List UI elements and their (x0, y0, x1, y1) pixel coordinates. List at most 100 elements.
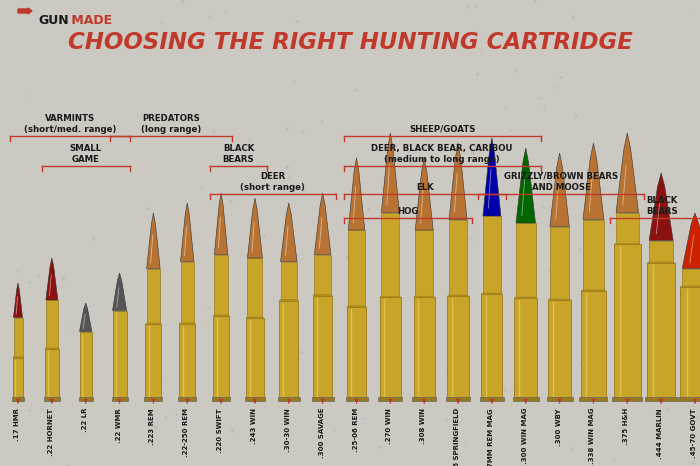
Polygon shape (349, 158, 365, 230)
Polygon shape (382, 133, 399, 212)
FancyBboxPatch shape (550, 226, 569, 300)
FancyBboxPatch shape (46, 300, 58, 349)
Text: .25-06 REM: .25-06 REM (353, 408, 358, 452)
Text: GRIZZLY/BROWN BEARS
AND MOOSE: GRIZZLY/BROWN BEARS AND MOOSE (504, 172, 618, 192)
Polygon shape (179, 323, 195, 324)
FancyBboxPatch shape (678, 397, 700, 401)
FancyBboxPatch shape (614, 244, 640, 398)
Polygon shape (13, 357, 23, 358)
FancyBboxPatch shape (245, 397, 265, 401)
Polygon shape (45, 348, 59, 349)
FancyBboxPatch shape (649, 240, 673, 263)
Polygon shape (616, 133, 638, 212)
Text: BLACK
BEARS: BLACK BEARS (223, 144, 254, 164)
Text: MADE: MADE (67, 14, 112, 27)
FancyBboxPatch shape (314, 254, 331, 295)
Text: PREDATORS
(long range): PREDATORS (long range) (141, 114, 201, 134)
FancyBboxPatch shape (414, 297, 435, 398)
FancyBboxPatch shape (412, 397, 436, 401)
FancyBboxPatch shape (147, 268, 160, 324)
Text: CHOOSING THE RIGHT HUNTING CARTRIDGE: CHOOSING THE RIGHT HUNTING CARTRIDGE (68, 31, 632, 54)
FancyBboxPatch shape (480, 397, 504, 401)
Text: .300 SAVAGE: .300 SAVAGE (318, 408, 325, 459)
FancyBboxPatch shape (482, 294, 503, 398)
Text: HOG: HOG (397, 207, 419, 216)
Polygon shape (380, 296, 401, 297)
FancyArrow shape (18, 8, 32, 14)
Text: DEER, BLACK BEAR, CARIBOU
(medium to long range): DEER, BLACK BEAR, CARIBOU (medium to lon… (372, 144, 513, 164)
FancyBboxPatch shape (516, 223, 536, 298)
Text: .300 WIN MAG: .300 WIN MAG (522, 408, 528, 465)
Polygon shape (46, 258, 58, 300)
FancyBboxPatch shape (12, 397, 24, 401)
Polygon shape (447, 295, 468, 296)
FancyBboxPatch shape (380, 297, 401, 398)
Text: .270 WIN: .270 WIN (386, 408, 392, 444)
FancyBboxPatch shape (144, 397, 162, 401)
Text: BLACK
BEARS: BLACK BEARS (646, 196, 678, 216)
Text: .444 MARLIN: .444 MARLIN (657, 408, 663, 459)
Polygon shape (346, 306, 366, 307)
Text: .300 WBY: .300 WBY (556, 408, 561, 445)
FancyBboxPatch shape (313, 295, 332, 398)
FancyBboxPatch shape (214, 316, 229, 398)
Polygon shape (146, 323, 161, 324)
Text: .338 WIN MAG: .338 WIN MAG (589, 408, 596, 465)
FancyBboxPatch shape (45, 349, 59, 398)
Polygon shape (113, 273, 127, 310)
FancyBboxPatch shape (44, 397, 60, 401)
Text: .375 H&H: .375 H&H (623, 408, 629, 445)
FancyBboxPatch shape (146, 324, 161, 398)
Text: .220 SWIFT: .220 SWIFT (217, 408, 223, 452)
Text: SHEEP/GOATS: SHEEP/GOATS (409, 125, 475, 134)
FancyBboxPatch shape (78, 397, 92, 401)
FancyBboxPatch shape (647, 263, 676, 398)
Text: .22 HORNET: .22 HORNET (48, 408, 54, 455)
FancyBboxPatch shape (312, 397, 334, 401)
Text: .30-06 SPRINGFIELD: .30-06 SPRINGFIELD (454, 408, 460, 466)
Polygon shape (482, 293, 503, 294)
FancyBboxPatch shape (447, 296, 468, 398)
Text: ELK: ELK (416, 183, 433, 192)
FancyBboxPatch shape (483, 216, 501, 294)
Polygon shape (516, 148, 536, 223)
FancyBboxPatch shape (514, 298, 537, 398)
FancyBboxPatch shape (580, 397, 608, 401)
Polygon shape (682, 213, 700, 268)
Polygon shape (581, 290, 606, 291)
FancyBboxPatch shape (349, 230, 365, 307)
Polygon shape (214, 315, 229, 316)
FancyBboxPatch shape (13, 358, 23, 398)
FancyBboxPatch shape (179, 324, 195, 398)
FancyBboxPatch shape (583, 219, 604, 291)
FancyBboxPatch shape (248, 258, 262, 318)
Text: GUN: GUN (38, 14, 69, 27)
FancyBboxPatch shape (612, 397, 643, 401)
Text: .22 LR: .22 LR (82, 408, 88, 432)
Polygon shape (548, 299, 571, 300)
Text: VARMINTS
(short/med. range): VARMINTS (short/med. range) (24, 114, 116, 134)
FancyBboxPatch shape (212, 397, 230, 401)
FancyBboxPatch shape (178, 397, 196, 401)
Polygon shape (483, 138, 501, 216)
FancyBboxPatch shape (278, 397, 300, 401)
Text: SMALL
GAME: SMALL GAME (69, 144, 101, 164)
Text: 7MM REM MAG: 7MM REM MAG (488, 408, 494, 466)
Polygon shape (550, 153, 569, 226)
Text: .45-70 GOVT: .45-70 GOVT (691, 408, 697, 458)
FancyBboxPatch shape (512, 397, 539, 401)
FancyBboxPatch shape (547, 397, 573, 401)
FancyBboxPatch shape (548, 300, 571, 398)
Text: .22 WMR: .22 WMR (116, 408, 122, 443)
FancyBboxPatch shape (281, 261, 297, 301)
FancyBboxPatch shape (113, 310, 127, 398)
Text: DEER
(short range): DEER (short range) (240, 172, 305, 192)
FancyBboxPatch shape (13, 317, 22, 358)
FancyBboxPatch shape (346, 307, 366, 398)
Text: .243 WIN: .243 WIN (251, 408, 257, 444)
FancyBboxPatch shape (415, 230, 433, 297)
Polygon shape (279, 300, 298, 301)
Polygon shape (614, 243, 640, 244)
Polygon shape (415, 158, 433, 230)
Text: .223 REM: .223 REM (149, 408, 155, 445)
